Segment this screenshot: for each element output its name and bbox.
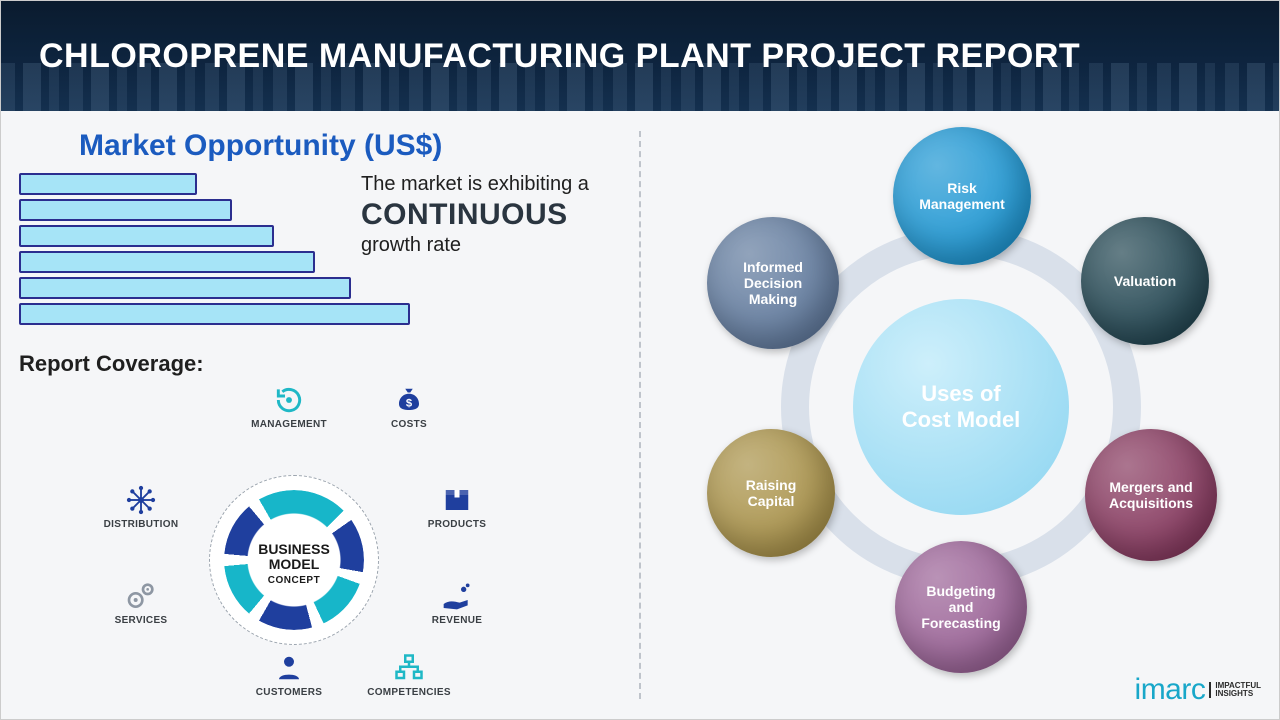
node-label: RaisingCapital [746,477,797,509]
bm-item-costs: $ COSTS [359,383,459,430]
bm-item-label: SERVICES [115,615,168,626]
brand-tagline: IMPACTFUL INSIGHTS [1209,682,1261,699]
bm-item-distribution: DISTRIBUTION [91,483,191,530]
bm-item-revenue: REVENUE [407,579,507,626]
right-panel: Uses ofCost Model RiskManagement Valuatio… [641,111,1279,719]
page-title: CHLOROPRENE MANUFACTURING PLANT PROJECT … [39,37,1080,76]
bm-item-label: REVENUE [432,615,482,626]
revenue-icon [440,579,474,613]
node-valuation: Valuation [1081,217,1209,345]
customers-icon [272,651,306,685]
market-opportunity-title: Market Opportunity (US$) [79,129,611,163]
costs-icon: $ [392,383,426,417]
node-label: Mergers andAcquisitions [1109,479,1193,511]
radial-center: Uses ofCost Model [853,299,1069,515]
node-label: RiskManagement [919,180,1005,212]
business-model-diagram: BUSINESS MODEL CONCEPT MANAGEMENT $ COSTS P… [59,383,539,693]
node-raising: RaisingCapital [707,429,835,557]
growth-text: The market is exhibiting a CONTINUOUS gr… [361,173,589,257]
left-panel: Market Opportunity (US$) The market is e… [1,111,639,719]
growth-big: CONTINUOUS [361,198,589,232]
bm-item-label: PRODUCTS [428,519,487,530]
report-header: CHLOROPRENE MANUFACTURING PLANT PROJECT … [1,1,1279,111]
brand-logo: imarc IMPACTFUL INSIGHTS [1135,673,1261,707]
node-label: BudgetingandForecasting [921,583,1000,631]
growth-line2: growth rate [361,234,589,257]
services-icon [124,579,158,613]
distribution-icon [124,483,158,517]
node-mergers: Mergers andAcquisitions [1085,429,1217,561]
node-informed: InformedDecisionMaking [707,217,839,349]
svg-text:$: $ [406,397,413,409]
bm-item-label: COMPETENCIES [367,687,451,698]
growth-line1: The market is exhibiting a [361,173,589,196]
bm-item-products: PRODUCTS [407,483,507,530]
market-bar [19,303,611,325]
node-label: Valuation [1114,273,1176,289]
business-model-center-label: BUSINESS MODEL CONCEPT [210,542,378,587]
products-icon [440,483,474,517]
node-risk: RiskManagement [893,127,1031,265]
bm-item-label: MANAGEMENT [251,419,327,430]
brand-name: imarc [1135,673,1206,707]
bm-item-competencies: COMPETENCIES [359,651,459,698]
market-bar [19,277,611,299]
competencies-icon [392,651,426,685]
cost-model-radial: Uses ofCost Model RiskManagement Valuatio… [653,129,1267,701]
bm-item-management: MANAGEMENT [239,383,339,430]
bm-item-label: DISTRIBUTION [104,519,179,530]
business-model-center: BUSINESS MODEL CONCEPT [209,475,379,645]
bm-item-label: COSTS [391,419,427,430]
content-area: Market Opportunity (US$) The market is e… [1,111,1279,719]
bm-item-customers: CUSTOMERS [239,651,339,698]
radial-center-label: Uses ofCost Model [902,381,1021,433]
report-coverage-title: Report Coverage: [19,351,611,377]
bm-item-label: CUSTOMERS [256,687,322,698]
node-label: InformedDecisionMaking [743,259,803,307]
management-icon [272,383,306,417]
bm-item-services: SERVICES [91,579,191,626]
node-budgeting: BudgetingandForecasting [895,541,1027,673]
